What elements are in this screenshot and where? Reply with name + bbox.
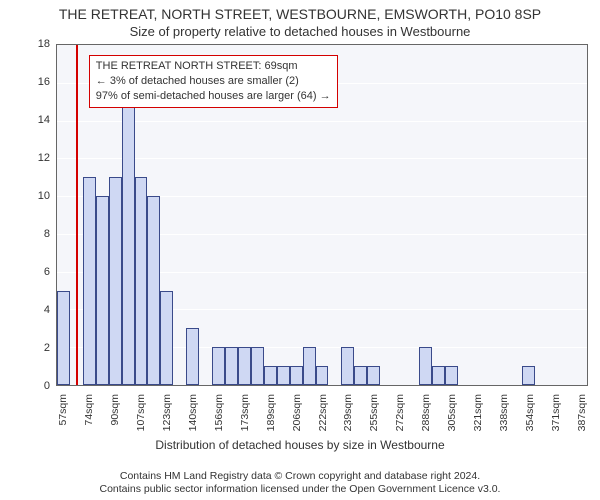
histogram-bar [186,328,199,385]
histogram-bar [354,366,367,385]
histogram-bar [419,347,432,385]
histogram-bar [225,347,238,385]
plot-wrap: THE RETREAT NORTH STREET: 69sqm← 3% of d… [56,44,588,386]
chart-title: THE RETREAT, NORTH STREET, WESTBOURNE, E… [0,0,600,22]
histogram-bar [277,366,290,385]
histogram-bar [522,366,535,385]
plot-area: THE RETREAT NORTH STREET: 69sqm← 3% of d… [56,44,588,386]
y-tick-label: 8 [44,228,56,240]
y-tick-label: 6 [44,266,56,278]
figure-container: THE RETREAT, NORTH STREET, WESTBOURNE, E… [0,0,600,500]
histogram-bar [238,347,251,385]
histogram-bar [147,196,160,385]
histogram-bar [160,291,173,385]
info-box-line: ← 3% of detached houses are smaller (2) [96,74,331,89]
y-tick-label: 14 [38,114,56,126]
y-tick-label: 18 [38,38,56,50]
y-tick-label: 12 [38,152,56,164]
y-tick-label: 16 [38,76,56,88]
gridline [57,158,587,159]
histogram-bar [251,347,264,385]
histogram-bar [212,347,225,385]
histogram-bar [135,177,148,385]
histogram-bar [303,347,316,385]
histogram-bar [341,347,354,385]
histogram-bar [445,366,458,385]
y-tick-label: 4 [44,304,56,316]
info-box-line: 97% of semi-detached houses are larger (… [96,89,331,104]
reference-line [76,45,78,385]
histogram-bar [432,366,445,385]
histogram-bar [109,177,122,385]
footer-line-2: Contains public sector information licen… [0,483,600,496]
info-box-line: THE RETREAT NORTH STREET: 69sqm [96,59,331,74]
histogram-bar [57,291,70,385]
histogram-bar [96,196,109,385]
info-box: THE RETREAT NORTH STREET: 69sqm← 3% of d… [89,55,338,108]
histogram-bar [122,102,135,385]
figure-footer: Contains HM Land Registry data © Crown c… [0,470,600,496]
chart-outer: Number of detached properties THE RETREA… [0,44,600,454]
histogram-bar [83,177,96,385]
y-tick-label: 2 [44,342,56,354]
histogram-bar [316,366,329,385]
gridline [57,121,587,122]
footer-line-1: Contains HM Land Registry data © Crown c… [0,470,600,483]
y-tick-label: 0 [44,380,56,392]
chart-subtitle: Size of property relative to detached ho… [0,22,600,39]
x-axis-label: Distribution of detached houses by size … [0,438,600,452]
histogram-bar [264,366,277,385]
histogram-bar [290,366,303,385]
y-tick-label: 10 [38,190,56,202]
histogram-bar [367,366,380,385]
